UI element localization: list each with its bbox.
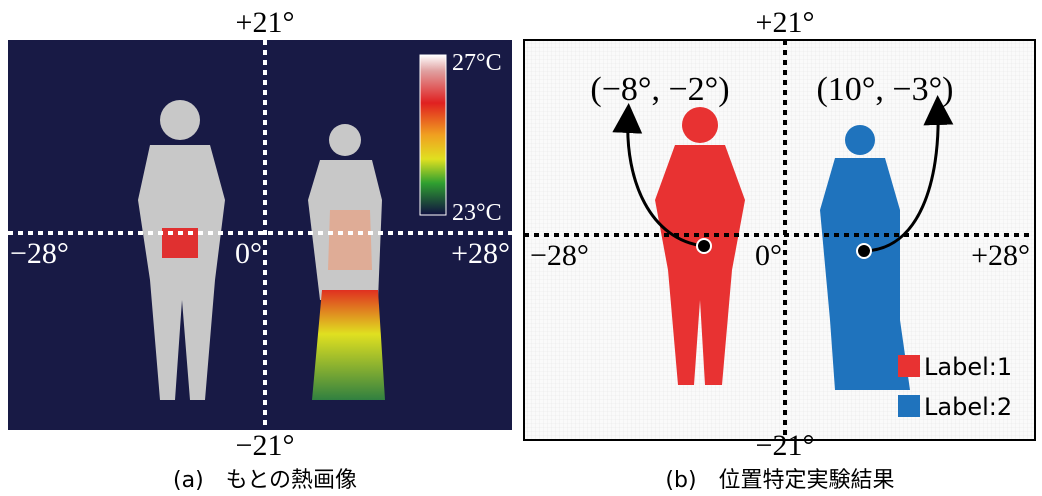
axis-label-center: 0° [755,239,782,272]
legend-swatch [898,395,920,417]
position-dot [857,244,871,258]
legend-label: Label:1 [924,353,1012,381]
legend-label: Label:2 [924,393,1012,421]
axis-label-left: −28° [10,237,69,270]
caption: (a) もとの熱画像 [173,468,357,493]
position-dot [697,239,711,253]
figure: 27°C 23°C +21° −21° −28° +28° 0° (a) もとの… [0,0,1042,496]
axis-label-top: +21° [756,6,815,39]
position-label: (−8°, −2°) [590,71,729,108]
page: {"panels": [ {"caption": "(a) もとの熱画像", "… [0,0,1042,496]
legend-swatch [898,355,920,377]
axis-label-right: +28° [451,237,510,270]
result-panel: (−8°, −2°) (10°, −3°) +21° −21° −28° +28… [524,6,1035,493]
axis-label-right: +28° [971,239,1030,272]
thermal-panel: 27°C 23°C +21° −21° −28° +28° 0° (a) もとの… [8,6,512,493]
axis-label-center: 0° [235,237,262,270]
colorbar-max: 27°C [452,50,502,76]
colorbar [420,55,446,215]
position-label: (10°, −3°) [816,71,953,108]
axis-label-bottom: −21° [756,429,815,462]
axis-label-top: +21° [236,6,295,39]
axis-label-bottom: −21° [236,429,295,462]
axis-label-left: −28° [530,239,589,272]
colorbar-min: 23°C [452,200,502,226]
caption: (b) 位置特定実験結果 [665,468,894,493]
